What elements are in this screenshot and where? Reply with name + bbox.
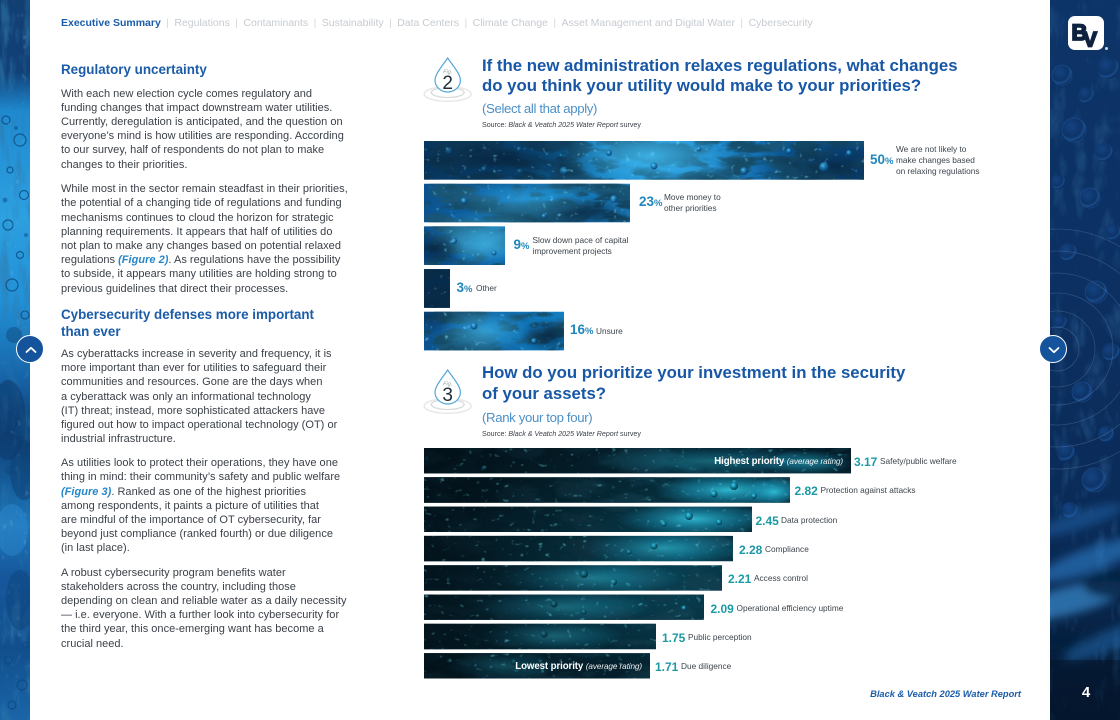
svg-text:V: V: [1083, 29, 1097, 51]
svg-text:Fig.: Fig.: [443, 382, 452, 388]
svg-text:3: 3: [442, 385, 453, 406]
svg-text:B: B: [1072, 20, 1088, 45]
svg-text:2: 2: [442, 73, 453, 94]
svg-text:Fig.: Fig.: [443, 70, 452, 76]
